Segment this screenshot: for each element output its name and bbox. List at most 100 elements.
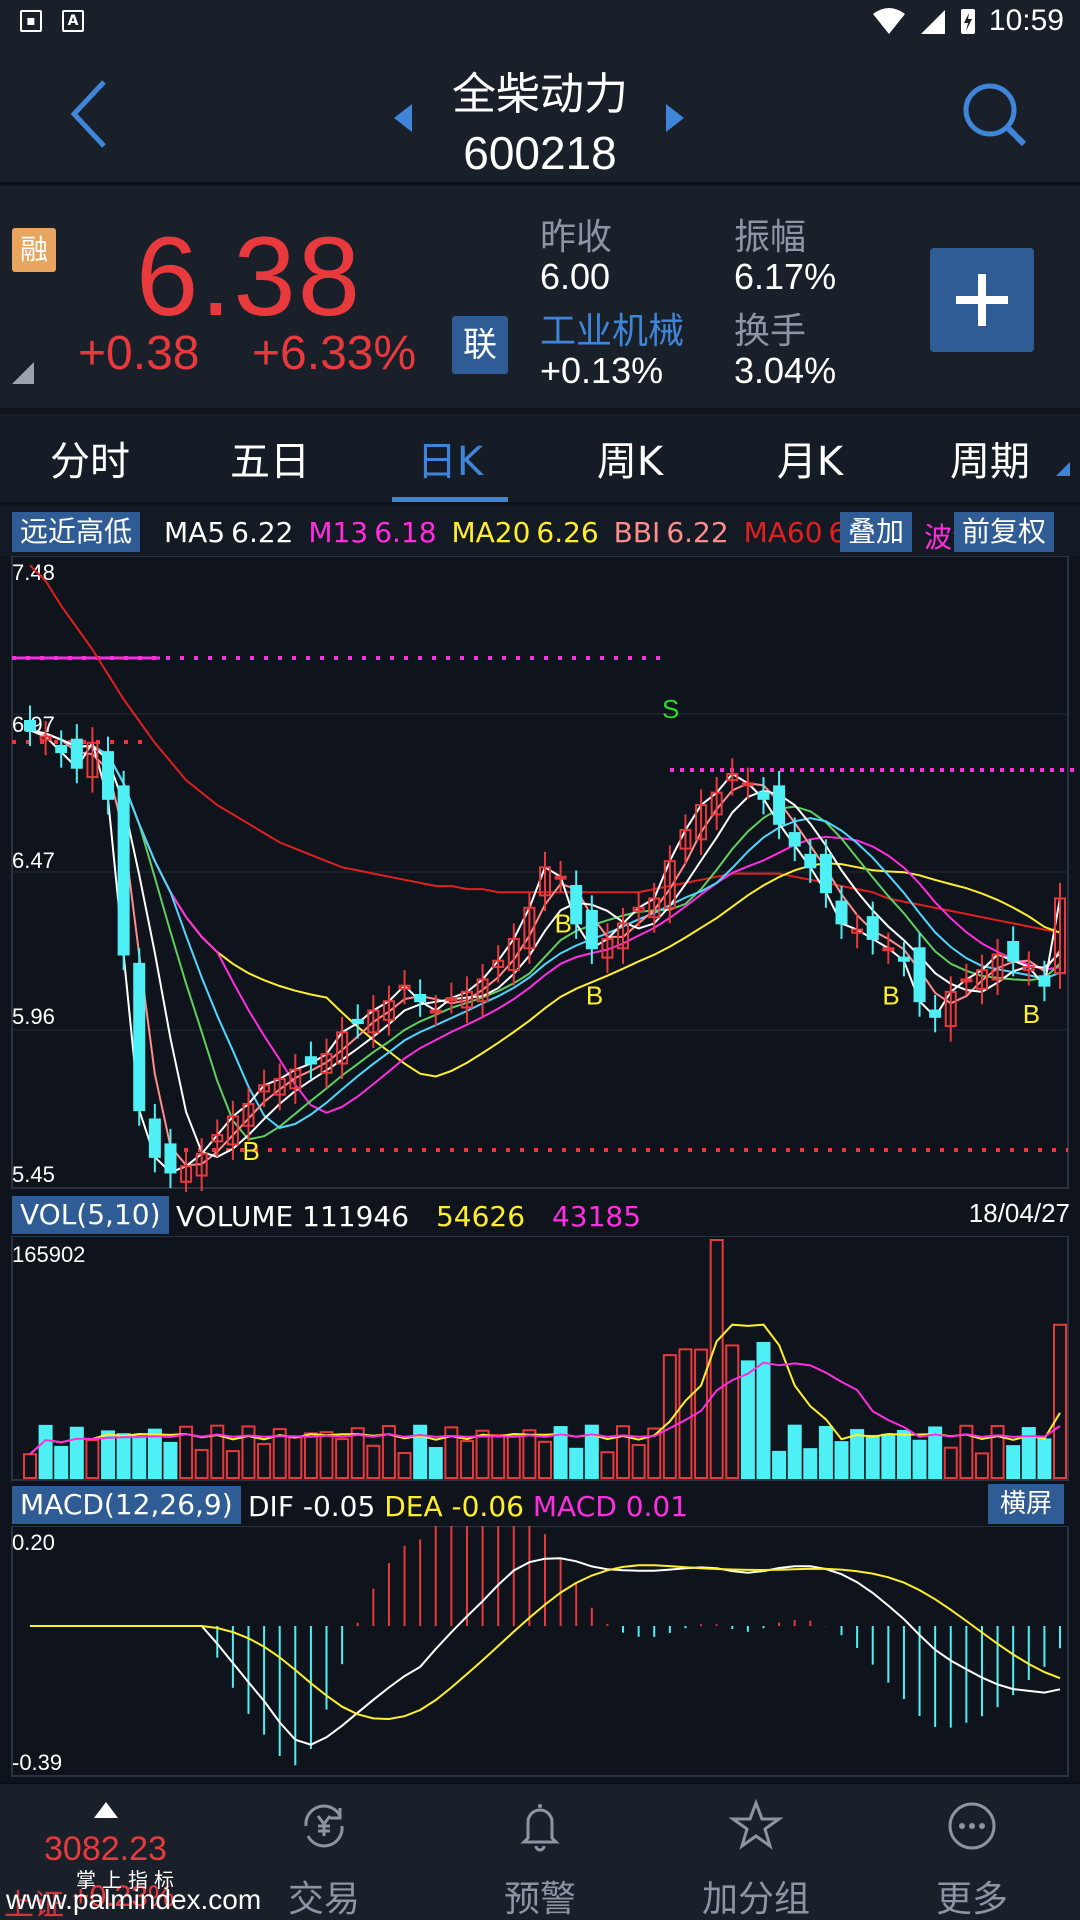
volume-bar bbox=[569, 1447, 584, 1480]
volume-bar bbox=[444, 1426, 459, 1480]
yuan-exchange-icon bbox=[304, 1804, 344, 1848]
volume-bar bbox=[990, 1424, 1005, 1479]
volume-bar bbox=[397, 1452, 412, 1479]
tab-daily-k[interactable]: 日K bbox=[360, 414, 540, 502]
volume-bar bbox=[132, 1435, 147, 1479]
ma-legend-bar: 远近高低 MA5 6.22 M13 6.18 MA20 6.26 BBI 6.22 MA… bbox=[0, 506, 1080, 556]
macd-indicator-button[interactable]: MACD(12,26,9) bbox=[12, 1486, 241, 1524]
overlay-button[interactable]: 叠加 bbox=[840, 512, 913, 552]
gallery-notification-icon: ▪ bbox=[20, 10, 42, 32]
tab-intraday[interactable]: 分时 bbox=[50, 439, 130, 485]
vol-ma10-value: 43185 bbox=[551, 1200, 642, 1233]
ma5-line bbox=[29, 729, 1061, 1158]
candle-body bbox=[289, 1068, 302, 1090]
volume-bar bbox=[272, 1428, 287, 1480]
nav-alert[interactable]: 预警 bbox=[432, 1784, 648, 1920]
candle-body bbox=[507, 937, 520, 972]
back-arrow-icon[interactable] bbox=[60, 74, 120, 154]
price-tick-3: 6.47 bbox=[12, 848, 55, 873]
dea-label: DEA bbox=[384, 1490, 443, 1523]
candle-body bbox=[273, 1078, 286, 1096]
range-high-low-button[interactable]: 远近高低 bbox=[12, 512, 141, 552]
candle-body bbox=[320, 1053, 333, 1074]
candle-body bbox=[1022, 965, 1035, 972]
expand-corner-icon[interactable] bbox=[12, 362, 34, 384]
volume-bar bbox=[803, 1448, 818, 1479]
candle-body bbox=[835, 900, 848, 925]
candle-body bbox=[211, 1134, 224, 1143]
tab-weekly-k[interactable]: 周K bbox=[596, 439, 664, 485]
candle-body bbox=[86, 741, 99, 779]
candle-body bbox=[70, 738, 83, 769]
volume-bar bbox=[101, 1430, 116, 1479]
volume-bar bbox=[163, 1441, 178, 1480]
linked-badge[interactable]: 联 bbox=[452, 316, 508, 374]
candle-body bbox=[351, 1018, 364, 1024]
volume-chart[interactable]: 165902 bbox=[0, 1236, 1080, 1482]
volume-bar bbox=[491, 1434, 506, 1480]
macd-label: MACD bbox=[532, 1490, 617, 1523]
turnover-label: 换手 bbox=[734, 311, 807, 352]
vol-ma5-value: 54626 bbox=[435, 1200, 526, 1233]
price-change-pct: +6.33% bbox=[252, 327, 417, 380]
index-ticker[interactable]: 3082.23 上证 +0.23% 掌上指标 www.palmindex.com bbox=[0, 1784, 261, 1920]
candle-body bbox=[585, 909, 598, 950]
volume-indicator-button[interactable]: VOL(5,10) bbox=[12, 1196, 169, 1234]
macd-bottom-tick: -0.39 bbox=[12, 1750, 62, 1775]
kline-chart-area[interactable]: 远近高低 MA5 6.22 M13 6.18 MA20 6.26 BBI 6.22 MA… bbox=[0, 506, 1080, 1780]
add-watchlist-button[interactable] bbox=[930, 248, 1034, 352]
chart-date: 18/04/27 bbox=[968, 1198, 1070, 1228]
nav-trade-label: 交易 bbox=[287, 1879, 360, 1920]
nav-add-group[interactable]: 加分组 bbox=[648, 1784, 864, 1920]
volume-bar bbox=[23, 1453, 37, 1479]
candle-body bbox=[1007, 941, 1020, 962]
volume-bar bbox=[69, 1426, 84, 1479]
candle-body bbox=[991, 953, 1004, 981]
volume-bar bbox=[1037, 1438, 1052, 1479]
volume-bar bbox=[865, 1434, 880, 1480]
ma5-value: 6.22 bbox=[231, 516, 294, 549]
prev-stock-icon[interactable] bbox=[390, 100, 414, 136]
nav-alert-label: 预警 bbox=[503, 1879, 576, 1920]
ma20-value: 6.26 bbox=[536, 516, 599, 549]
tab-monthly-k[interactable]: 月K bbox=[776, 439, 844, 485]
ma20-label: MA20 bbox=[451, 516, 531, 549]
bottom-nav: 3082.23 上证 +0.23% 掌上指标 www.palmindex.com… bbox=[0, 1782, 1080, 1920]
volume-bar bbox=[756, 1341, 771, 1480]
tab-period[interactable]: 周期 bbox=[900, 414, 1080, 502]
m13-label: M13 bbox=[308, 516, 369, 549]
adjust-button[interactable]: 前复权 bbox=[954, 512, 1055, 552]
search-icon[interactable] bbox=[960, 80, 1030, 150]
tab-five-day[interactable]: 五日 bbox=[230, 439, 310, 485]
volume-bar bbox=[600, 1451, 615, 1480]
volume-bar bbox=[522, 1429, 537, 1479]
ma5-label: MA5 bbox=[164, 516, 226, 549]
nav-more-label: 更多 bbox=[935, 1879, 1008, 1920]
m13-value: 6.18 bbox=[374, 516, 437, 549]
volume-bar bbox=[553, 1426, 568, 1479]
battery-icon bbox=[960, 9, 975, 34]
nav-more[interactable]: 更多 bbox=[864, 1784, 1080, 1920]
nav-trade[interactable]: 交易 bbox=[216, 1784, 432, 1920]
candle-body bbox=[882, 947, 895, 952]
candle-body bbox=[913, 947, 926, 1003]
dif-value: -0.05 bbox=[302, 1490, 376, 1523]
index-value: 3082.23 bbox=[44, 1830, 167, 1868]
volume-bar bbox=[787, 1424, 802, 1479]
sector-link[interactable]: 工业机械 bbox=[540, 311, 685, 352]
candle-body bbox=[960, 978, 973, 983]
next-stock-icon[interactable] bbox=[664, 100, 688, 136]
candle-body bbox=[741, 782, 754, 787]
cellular-icon bbox=[920, 10, 945, 34]
nav-add-group-label: 加分组 bbox=[701, 1879, 810, 1920]
volume-bar bbox=[584, 1424, 599, 1480]
buy-marker: B bbox=[882, 980, 899, 1010]
landscape-button[interactable]: 横屏 bbox=[987, 1484, 1064, 1524]
volume-bar bbox=[413, 1424, 428, 1479]
candle-body bbox=[133, 962, 146, 1112]
volume-bar bbox=[616, 1425, 631, 1480]
volume-bar bbox=[772, 1450, 787, 1480]
macd-chart[interactable]: 0.20 -0.39 bbox=[0, 1526, 1080, 1780]
bbi-line bbox=[29, 729, 1061, 1129]
candlestick-chart[interactable]: 7.48 6.97 6.47 5.96 5.45 BBBBBBS bbox=[0, 556, 1080, 1192]
